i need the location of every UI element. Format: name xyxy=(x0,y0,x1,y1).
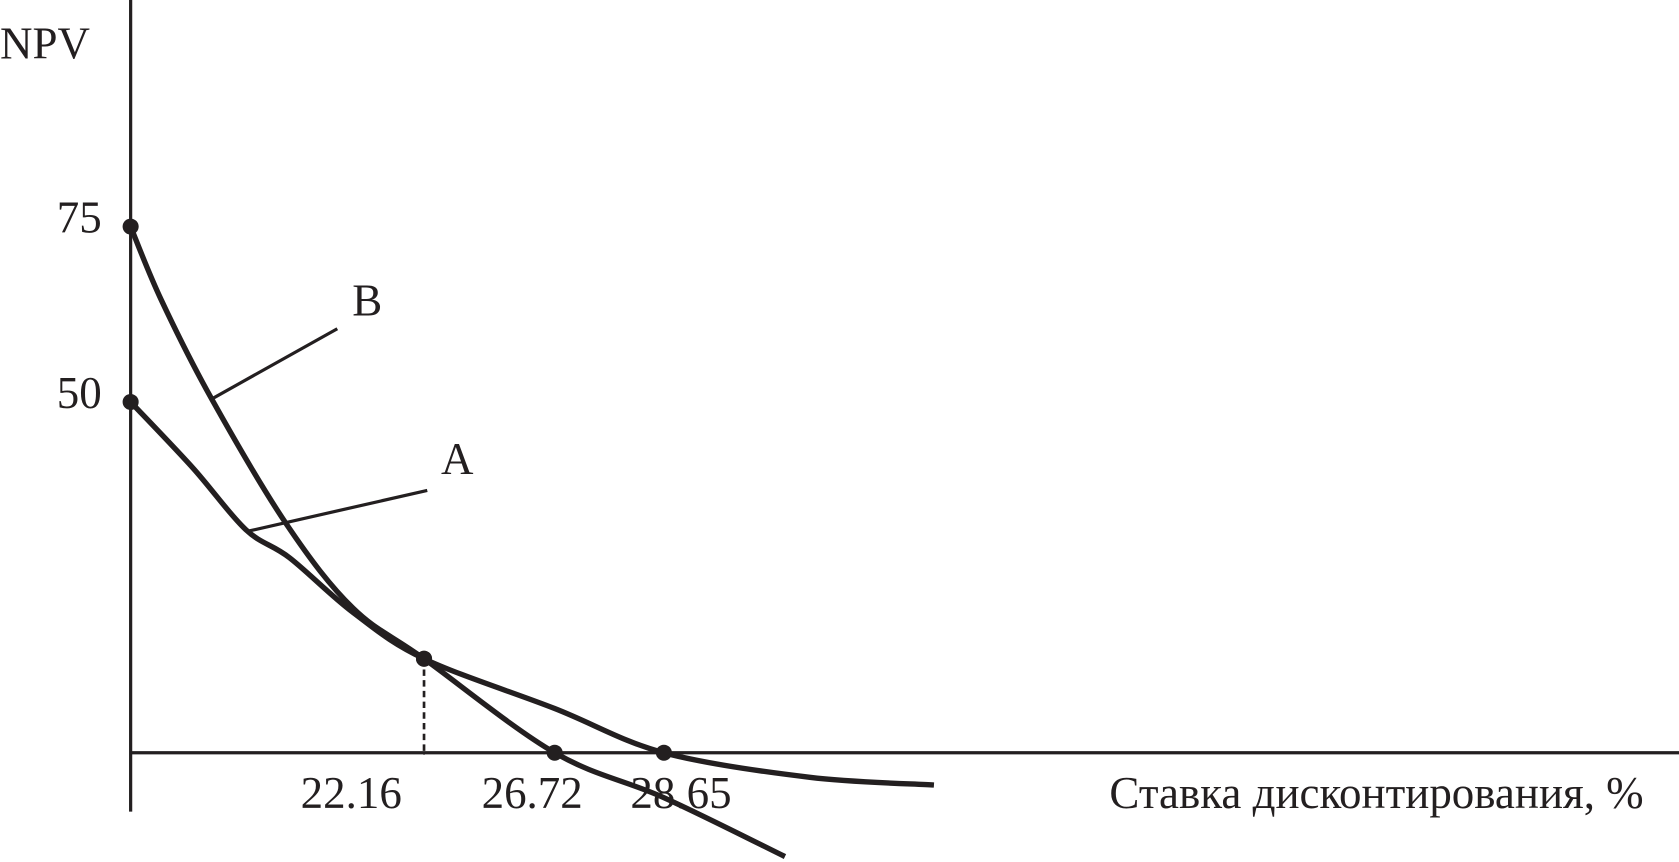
x-tick-label: 26.72 xyxy=(482,768,583,818)
point xyxy=(122,218,139,235)
point xyxy=(122,393,139,411)
y-axis-label: NPV xyxy=(0,19,90,69)
x-tick-label: 28.65 xyxy=(630,768,731,818)
leader-line xyxy=(210,327,339,401)
x-tick-label: 22.16 xyxy=(301,768,402,818)
leader-line xyxy=(248,488,428,533)
y-tick-label: 75 xyxy=(57,193,102,243)
series-line xyxy=(128,400,935,788)
series-label: B xyxy=(352,275,382,325)
x-axis-label: Ставка дисконтирования, % xyxy=(1109,768,1643,818)
series-label: A xyxy=(441,434,474,484)
y-tick-label: 50 xyxy=(57,368,102,418)
point xyxy=(416,650,433,667)
point xyxy=(655,744,672,761)
series-line xyxy=(128,225,787,859)
point xyxy=(546,744,563,761)
